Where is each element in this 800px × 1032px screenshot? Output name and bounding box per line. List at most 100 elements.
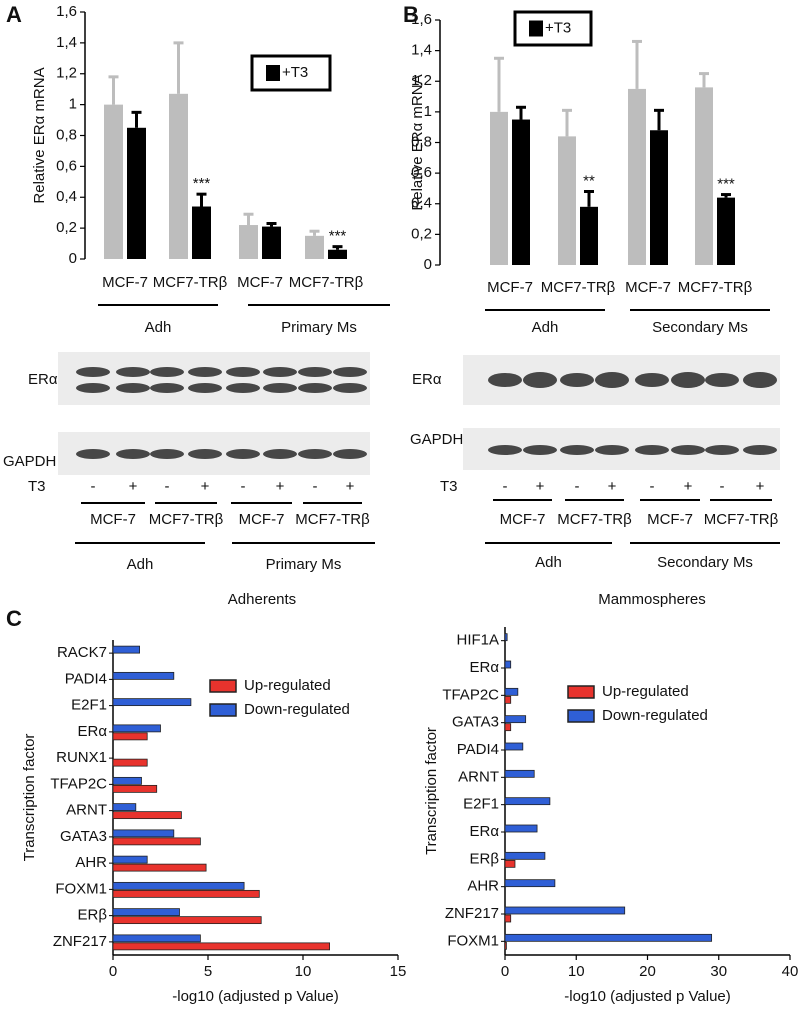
legend-swatch (567, 685, 595, 699)
y-tick-label: AHR (467, 878, 499, 895)
x-tick-label: MCF7-TRβ (541, 279, 616, 296)
x-tick-label: 40 (782, 963, 799, 980)
bar (112, 645, 141, 654)
x-tick-label: 5 (204, 963, 212, 980)
lane-sign: - (503, 478, 508, 495)
x-tick-label: MCF7-TRβ (678, 279, 753, 296)
lane-sign: - (165, 478, 170, 495)
blot-band (560, 373, 594, 387)
y-tick-label: AHR (75, 854, 107, 871)
y-tick-label: FOXM1 (447, 932, 499, 949)
legend-label: +T3 (545, 19, 571, 36)
bar (504, 906, 626, 915)
legend-box (250, 54, 332, 92)
significance-label: *** (193, 175, 211, 192)
y-tick-label: ZNF217 (445, 905, 499, 922)
bar (192, 206, 211, 259)
blot-band (595, 445, 629, 455)
legend-box (513, 10, 593, 47)
y-tick-label: PADI4 (457, 741, 499, 758)
y-tick-label: 0,8 (411, 133, 432, 150)
lane-sign: - (241, 478, 246, 495)
blot-band (150, 367, 184, 377)
group-label: Secondary Ms (652, 319, 748, 336)
x-tick-label: 10 (568, 963, 585, 980)
blot-band (705, 445, 739, 455)
bar (504, 941, 507, 950)
blot-row-label: ERα (412, 371, 442, 388)
bar (239, 225, 258, 259)
blot-band (76, 449, 110, 459)
blot-row-label: GAPDH (3, 453, 56, 470)
legend-label: Up-regulated (602, 683, 689, 700)
bar (169, 93, 188, 259)
lane-sign: + (608, 478, 617, 495)
bar (717, 197, 735, 265)
y-tick-label: TFAP2C (50, 775, 107, 792)
cell-line-label: MCF7-TRβ (704, 511, 779, 528)
bar (504, 660, 512, 669)
cell-line-label: MCF-7 (90, 511, 136, 528)
lane-sign: + (346, 478, 355, 495)
y-tick-label: FOXM1 (55, 880, 107, 897)
group-label: Primary Ms (281, 319, 357, 336)
cell-line-label: MCF-7 (500, 511, 546, 528)
blot-band (333, 367, 367, 377)
x-tick-label: 20 (639, 963, 656, 980)
legend-swatch (567, 709, 595, 723)
y-tick-label: ERα (77, 723, 107, 740)
blot-band (150, 383, 184, 393)
blot-band (188, 383, 222, 393)
group-label: Adh (127, 556, 154, 573)
x-tick-label: MCF-7 (487, 279, 533, 296)
group-label: Adh (145, 319, 172, 336)
blot-band (263, 383, 297, 393)
y-axis-label: Relative ERα mRNA (409, 74, 426, 210)
legend-label: Down-regulated (244, 701, 350, 718)
lane-sign: - (720, 478, 725, 495)
x-tick-label: MCF7-TRβ (153, 274, 228, 291)
bar (558, 136, 576, 265)
blot-band (76, 383, 110, 393)
group-label: Adh (535, 554, 562, 571)
y-tick-label: ERα (469, 823, 499, 840)
y-tick-label: PADI4 (65, 670, 107, 687)
y-tick-label: ZNF217 (53, 933, 107, 950)
legend-swatch (266, 65, 280, 81)
bar (504, 695, 512, 704)
bar (512, 119, 530, 265)
bar (650, 130, 668, 265)
bar (328, 249, 347, 259)
bar (628, 88, 646, 265)
blot-row-label: GAPDH (410, 431, 463, 448)
bar (504, 859, 516, 868)
lane-sign: + (684, 478, 693, 495)
bar (504, 851, 546, 860)
lane-sign: + (276, 478, 285, 495)
bar (104, 104, 123, 259)
blot-band (298, 383, 332, 393)
bar (504, 769, 535, 778)
y-tick-label: 0,2 (56, 219, 77, 236)
panel-label: C (6, 606, 22, 631)
y-axis-label: Transcription factor (423, 727, 440, 855)
x-tick-label: MCF7-TRβ (289, 274, 364, 291)
blot-band (298, 367, 332, 377)
y-tick-label: 0,6 (411, 164, 432, 181)
lane-sign: - (650, 478, 655, 495)
y-tick-label: HIF1A (456, 632, 499, 649)
treatment-label: T3 (28, 478, 46, 495)
blot-band (150, 449, 184, 459)
bar (504, 742, 524, 751)
bar (504, 633, 508, 642)
chart-title: Adherents (228, 591, 296, 608)
bar (112, 916, 262, 925)
y-tick-label: 1,4 (411, 42, 432, 59)
bar (580, 206, 598, 265)
legend-swatch (529, 20, 543, 37)
group-label: Adh (532, 319, 559, 336)
bar (112, 758, 148, 767)
blot-band (333, 449, 367, 459)
blot-band (188, 449, 222, 459)
y-axis-label: Relative ERα mRNA (31, 67, 48, 203)
